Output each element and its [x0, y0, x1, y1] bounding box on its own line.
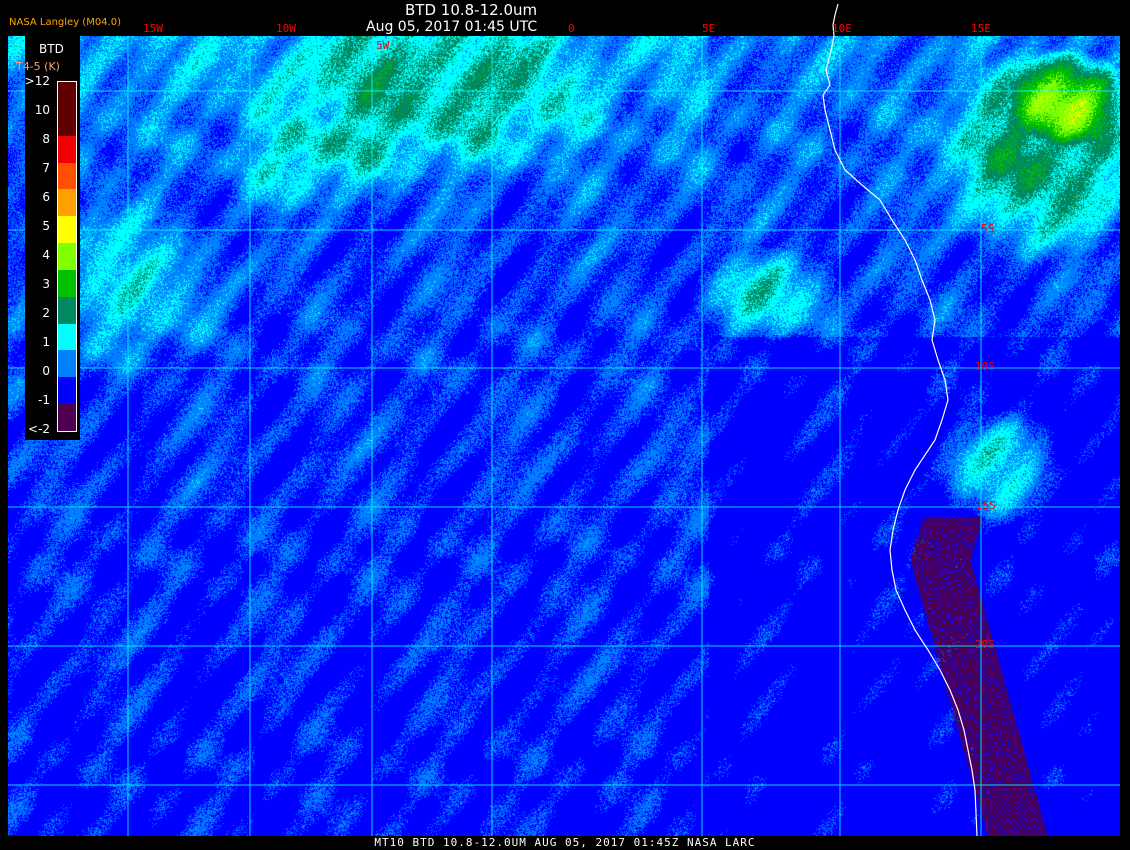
- legend-colorbar: [57, 81, 77, 432]
- legend-swatch: [58, 404, 76, 431]
- lat-label-10s: 10S: [975, 360, 995, 373]
- lon-label-15w: 15W: [143, 22, 163, 35]
- lon-label-5w: 5W: [376, 39, 390, 52]
- legend-swatch: [58, 269, 76, 297]
- legend-label: -1: [38, 393, 50, 407]
- legend-label: <-2: [27, 422, 50, 436]
- lon-label-5e: 5E: [702, 22, 716, 35]
- legend-swatch: [58, 350, 76, 378]
- lat-label-5s: 5S: [981, 222, 995, 235]
- legend-label: 3: [42, 277, 50, 291]
- legend-label: 6: [42, 190, 50, 204]
- legend-swatch: [58, 189, 76, 217]
- legend-unit: T4-5 (K): [16, 60, 60, 73]
- image-title: BTD 10.8-12.0um: [405, 1, 538, 19]
- legend-title: BTD: [39, 42, 64, 56]
- producer-credit: NASA Langley (M04.0): [9, 17, 121, 28]
- lat-label-15s: 15S: [976, 499, 996, 512]
- legend-label: 1: [42, 335, 50, 349]
- legend-swatch: [58, 82, 76, 109]
- legend-label: 0: [42, 364, 50, 378]
- legend-swatch: [58, 323, 76, 351]
- lon-label-10e: 10E: [832, 22, 852, 35]
- legend-swatch: [58, 243, 76, 270]
- legend-label: 5: [42, 219, 50, 233]
- lon-label-10w: 10W: [276, 22, 296, 35]
- legend-swatch: [58, 108, 76, 136]
- legend-swatch: [58, 377, 76, 405]
- lat-label-20s: 20S: [975, 638, 995, 651]
- lon-label-15e: 15E: [971, 22, 991, 35]
- legend-label: 8: [42, 132, 50, 146]
- legend-label: 7: [42, 161, 50, 175]
- legend-label: 4: [42, 248, 50, 262]
- legend-swatch: [58, 216, 76, 244]
- lon-label-0: 0: [568, 22, 575, 35]
- legend-swatch: [58, 296, 76, 324]
- color-legend: BTD T4-5 (K) >12 10 8 7 6 5 4 3 2 1 0 -1 <-2: [16, 36, 80, 440]
- legend-label: 10: [34, 103, 50, 117]
- legend-swatch: [58, 162, 76, 190]
- image-datetime: Aug 05, 2017 01:45 UTC: [366, 19, 538, 35]
- legend-label: >12: [24, 74, 50, 88]
- legend-label: 2: [42, 306, 50, 320]
- satellite-btd-image: [8, 36, 1120, 836]
- legend-swatch: [58, 135, 76, 163]
- footer-caption: MT10 BTD 10.8-12.0UM AUG 05, 2017 01:45Z…: [374, 836, 756, 849]
